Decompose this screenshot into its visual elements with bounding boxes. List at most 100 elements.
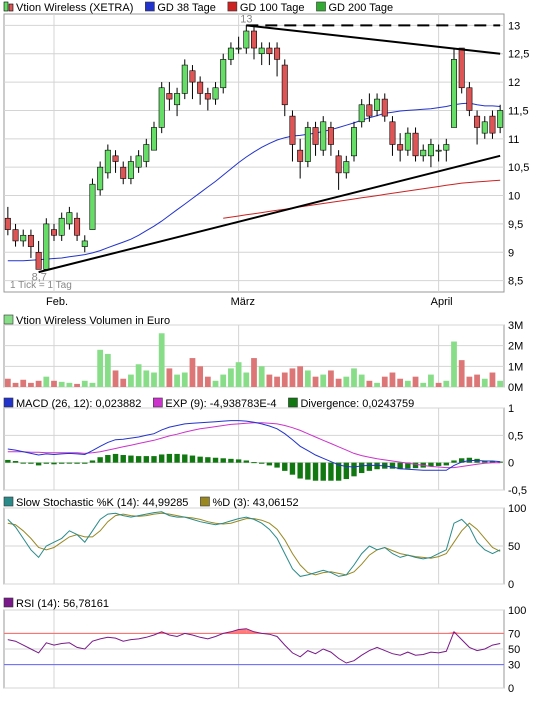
candle [443, 144, 450, 151]
overbought-area [238, 628, 247, 634]
candle [181, 64, 188, 94]
volume-bar [235, 362, 242, 387]
y-tick-label: -0,5 [508, 485, 527, 497]
divergence-bar [205, 457, 211, 463]
candle [374, 98, 381, 111]
divergence-bar [359, 462, 365, 474]
candle [274, 47, 281, 60]
y-tick-label: 13 [508, 20, 520, 32]
divergence-bar [489, 461, 496, 463]
volume-bar [289, 368, 296, 387]
candle [335, 155, 342, 174]
candle [43, 223, 50, 270]
volume-bar [404, 380, 411, 387]
y-tick-label: 10,5 [508, 162, 529, 174]
candle [281, 64, 288, 106]
divergence-bar [289, 462, 296, 475]
divergence-bar [212, 457, 219, 463]
divergence-bar [305, 462, 311, 480]
divergence-bar [220, 458, 226, 463]
divergence-bar [174, 453, 180, 463]
candle [135, 155, 142, 168]
legend-label: MACD (26, 12): 0,023882 [16, 398, 141, 410]
volume-bar [343, 376, 350, 387]
divergence-bar [374, 462, 380, 470]
volume-bar [466, 376, 473, 387]
volume-bar [351, 368, 357, 387]
legend-swatch [227, 1, 238, 12]
volume-bar [281, 372, 288, 387]
candle [166, 93, 173, 100]
candle [358, 104, 365, 123]
candle [120, 166, 127, 179]
divergence-bar [451, 460, 457, 463]
divergence-bar [251, 462, 257, 464]
candle [197, 81, 204, 94]
volume-bar [389, 372, 396, 387]
candle [420, 149, 427, 157]
candle [320, 121, 327, 151]
candle [35, 251, 42, 270]
stochastic-panel: 100 50 0 Slow Stochastic %K (14): 44,99285%… [3, 496, 526, 591]
legend-swatch [316, 1, 326, 12]
volume-bar [212, 380, 219, 387]
divergence-bar [343, 462, 349, 480]
low-label: 8,7 [32, 271, 47, 283]
volume-bar [335, 378, 342, 387]
volume-bar [312, 376, 319, 387]
divergence-bar [128, 455, 134, 463]
volume-title: Vtion Wireless Volumen in Euro [16, 315, 170, 327]
candle [220, 59, 227, 89]
volume-bar [228, 368, 234, 387]
candle [266, 47, 273, 55]
candle [81, 240, 88, 247]
y-tick-label: 0 [508, 458, 514, 470]
divergence-bar [182, 454, 188, 463]
divergence-bar [459, 458, 465, 463]
candle [466, 87, 473, 111]
divergence-bar [328, 462, 334, 481]
candle [389, 121, 396, 145]
legend-swatch [288, 397, 298, 408]
volume-bar [435, 382, 442, 387]
legend-swatch [145, 1, 155, 12]
divergence-bar [159, 454, 165, 463]
y-tick-label: 2M [508, 341, 523, 353]
divergence-bar [412, 462, 419, 469]
divergence-bar [243, 460, 249, 463]
divergence-bar [135, 456, 142, 463]
legend-label: GD 38 Tage [157, 2, 216, 14]
gd38-line [7, 102, 501, 262]
divergence-bar [59, 462, 65, 464]
candle [174, 93, 181, 106]
exp-line [7, 422, 501, 469]
divergence-bar [82, 462, 88, 464]
candle [289, 115, 296, 145]
divergence-bar [405, 462, 411, 469]
divergence-bar [151, 456, 157, 463]
divergence-bar [389, 462, 396, 469]
volume-bar [220, 374, 227, 387]
volume-bar [128, 374, 134, 387]
legend-label: Divergence: 0,0243759 [300, 398, 414, 410]
divergence-bar [189, 455, 196, 463]
candle [343, 161, 350, 174]
legend-swatch [3, 397, 14, 408]
legend-swatch [200, 496, 210, 507]
divergence-bar [351, 462, 357, 477]
overbought-area [454, 631, 462, 634]
divergence-bar [97, 457, 103, 463]
volume-bar [66, 382, 73, 387]
candle [235, 47, 242, 50]
legend-label: EXP (9): -4,938783E-4 [165, 398, 276, 410]
divergence-bar [366, 462, 373, 471]
y-tick-label: 0,5 [508, 430, 523, 442]
volume-bar [428, 374, 434, 387]
divergence-bar [112, 453, 119, 463]
volume-bar [443, 380, 450, 387]
volume-bar [158, 333, 165, 387]
candle [251, 30, 257, 49]
divergence-bar [20, 462, 26, 464]
candle [497, 110, 504, 128]
divergence-bar [120, 455, 126, 463]
